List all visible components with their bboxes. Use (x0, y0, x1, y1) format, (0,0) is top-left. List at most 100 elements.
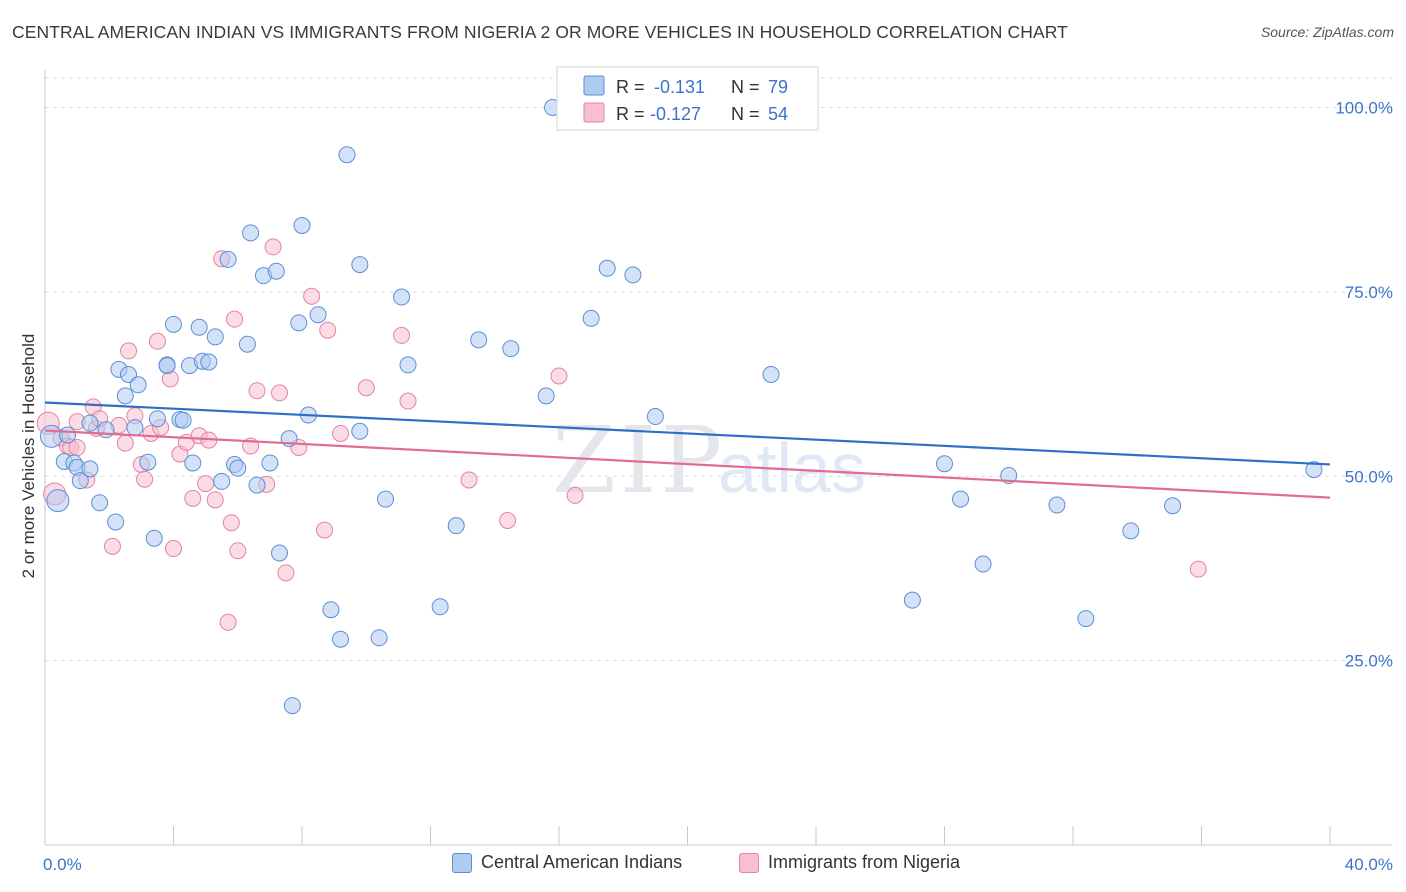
legend-label-immigrants-from-nigeria: Immigrants from Nigeria (768, 852, 961, 872)
stats-n-value-2: 54 (768, 104, 788, 124)
point-blue-7 (81, 414, 99, 432)
point-blue-18 (145, 529, 163, 547)
point-blue-34 (229, 459, 247, 477)
point-blue-32 (219, 250, 237, 268)
series-immigrants-from-nigeria (36, 238, 1207, 631)
point-pink-40 (277, 564, 295, 582)
point-blue-45 (293, 217, 311, 234)
point-pink-34 (229, 542, 247, 560)
point-blue-69 (903, 591, 921, 609)
point-pink-45 (332, 424, 350, 442)
point-blue-72 (974, 555, 992, 573)
trend-line-blue (44, 401, 1331, 466)
point-blue-77 (1164, 497, 1182, 515)
point-blue-6 (71, 472, 89, 490)
source-label: Source: ZipAtlas.com (1260, 24, 1394, 40)
point-blue-73 (1000, 467, 1018, 485)
point-pink-27 (197, 475, 215, 493)
point-blue-56 (399, 356, 417, 374)
point-blue-61 (537, 387, 555, 405)
point-blue-19 (148, 410, 166, 428)
point-blue-9 (91, 494, 109, 512)
point-blue-43 (283, 697, 301, 715)
point-blue-26 (184, 454, 202, 472)
point-blue-11 (107, 513, 125, 531)
point-blue-41 (271, 544, 289, 562)
point-pink-50 (499, 512, 517, 529)
point-blue-59 (470, 331, 488, 349)
stats-n-label-2: N = (731, 104, 760, 124)
point-blue-35 (238, 335, 256, 353)
y-tick-labels: 25.0% 50.0% 75.0% 100.0% (1335, 99, 1393, 671)
point-pink-25 (184, 489, 202, 507)
point-blue-76 (1122, 522, 1140, 540)
x-tick-label-min: 0.0% (43, 855, 82, 874)
point-pink-14 (120, 342, 138, 360)
point-pink-32 (222, 514, 240, 532)
point-blue-47 (309, 306, 327, 324)
point-blue-65 (624, 266, 642, 284)
point-pink-33 (226, 310, 244, 328)
point-blue-3 (58, 426, 76, 444)
point-blue-15 (126, 419, 144, 437)
point-pink-17 (136, 470, 154, 488)
y-tick-label-75: 75.0% (1345, 283, 1393, 302)
point-pink-51 (550, 367, 568, 385)
stats-r-value-1: -0.131 (654, 77, 705, 97)
stats-n-value-1: 79 (768, 77, 788, 97)
point-blue-13 (116, 387, 134, 405)
point-blue-55 (393, 288, 411, 306)
point-pink-48 (399, 392, 417, 410)
point-pink-13 (116, 434, 134, 452)
y-tick-label-100: 100.0% (1335, 99, 1393, 118)
point-blue-24 (174, 411, 192, 429)
point-blue-40 (267, 262, 285, 280)
point-blue-22 (165, 315, 182, 333)
point-pink-52 (566, 486, 584, 504)
point-pink-49 (460, 471, 478, 489)
trend-lines (44, 401, 1331, 499)
point-blue-48 (322, 601, 340, 619)
point-blue-74 (1048, 496, 1066, 514)
legend-label-central-american-indians: Central American Indians (481, 852, 683, 872)
legend-swatch-pink (739, 852, 759, 873)
point-blue-36 (242, 224, 260, 242)
point-blue-70 (936, 455, 953, 473)
point-blue-68 (762, 365, 780, 383)
point-pink-44 (319, 321, 337, 339)
point-blue-10 (97, 421, 115, 439)
point-blue-71 (952, 490, 970, 508)
point-blue-39 (261, 454, 279, 472)
stats-n-label-1: N = (731, 77, 760, 97)
point-blue-57 (431, 598, 449, 616)
legend-item-central-american-indians: Central American Indians (452, 852, 682, 873)
point-blue-37 (248, 476, 266, 494)
stats-r-value-2: -0.127 (650, 104, 701, 124)
point-blue-16 (129, 376, 147, 394)
point-pink-36 (248, 382, 266, 400)
point-blue-50 (338, 146, 356, 164)
point-blue-31 (213, 472, 231, 490)
point-blue-1 (46, 489, 70, 513)
point-pink-29 (206, 491, 224, 509)
point-pink-38 (264, 238, 282, 256)
point-blue-49 (332, 630, 350, 648)
point-pink-39 (271, 384, 289, 402)
axes (44, 70, 1392, 846)
point-pink-19 (148, 332, 166, 350)
point-pink-43 (315, 521, 333, 539)
x-tick-label-max: 40.0% (1345, 855, 1393, 874)
point-blue-54 (377, 490, 395, 508)
y-tick-label-25: 25.0% (1345, 652, 1393, 671)
point-pink-22 (165, 540, 182, 558)
point-blue-51 (351, 422, 369, 440)
grid-lines (45, 77, 1392, 662)
y-tick-label-50: 50.0% (1345, 467, 1393, 486)
legend-swatch-blue (452, 852, 472, 873)
y-axis-label: 2 or more Vehicles in Household (19, 334, 38, 579)
stats-legend: R = -0.131 N = 79 R = -0.127 N = 54 (556, 66, 819, 131)
point-blue-60 (502, 340, 520, 358)
point-pink-53 (1189, 560, 1207, 578)
stats-r-label-1: R = (616, 77, 645, 97)
